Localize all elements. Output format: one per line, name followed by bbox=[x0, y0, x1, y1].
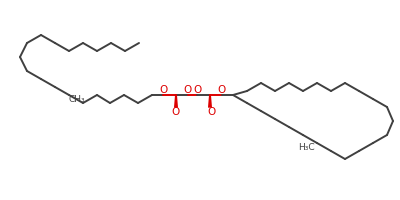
Text: O: O bbox=[207, 107, 215, 117]
Text: O: O bbox=[193, 85, 201, 95]
Text: CH₃: CH₃ bbox=[69, 96, 85, 104]
Text: O: O bbox=[218, 85, 226, 95]
Text: O: O bbox=[159, 85, 167, 95]
Text: H₃C: H₃C bbox=[298, 144, 315, 152]
Text: O: O bbox=[184, 85, 192, 95]
Text: O: O bbox=[171, 107, 179, 117]
